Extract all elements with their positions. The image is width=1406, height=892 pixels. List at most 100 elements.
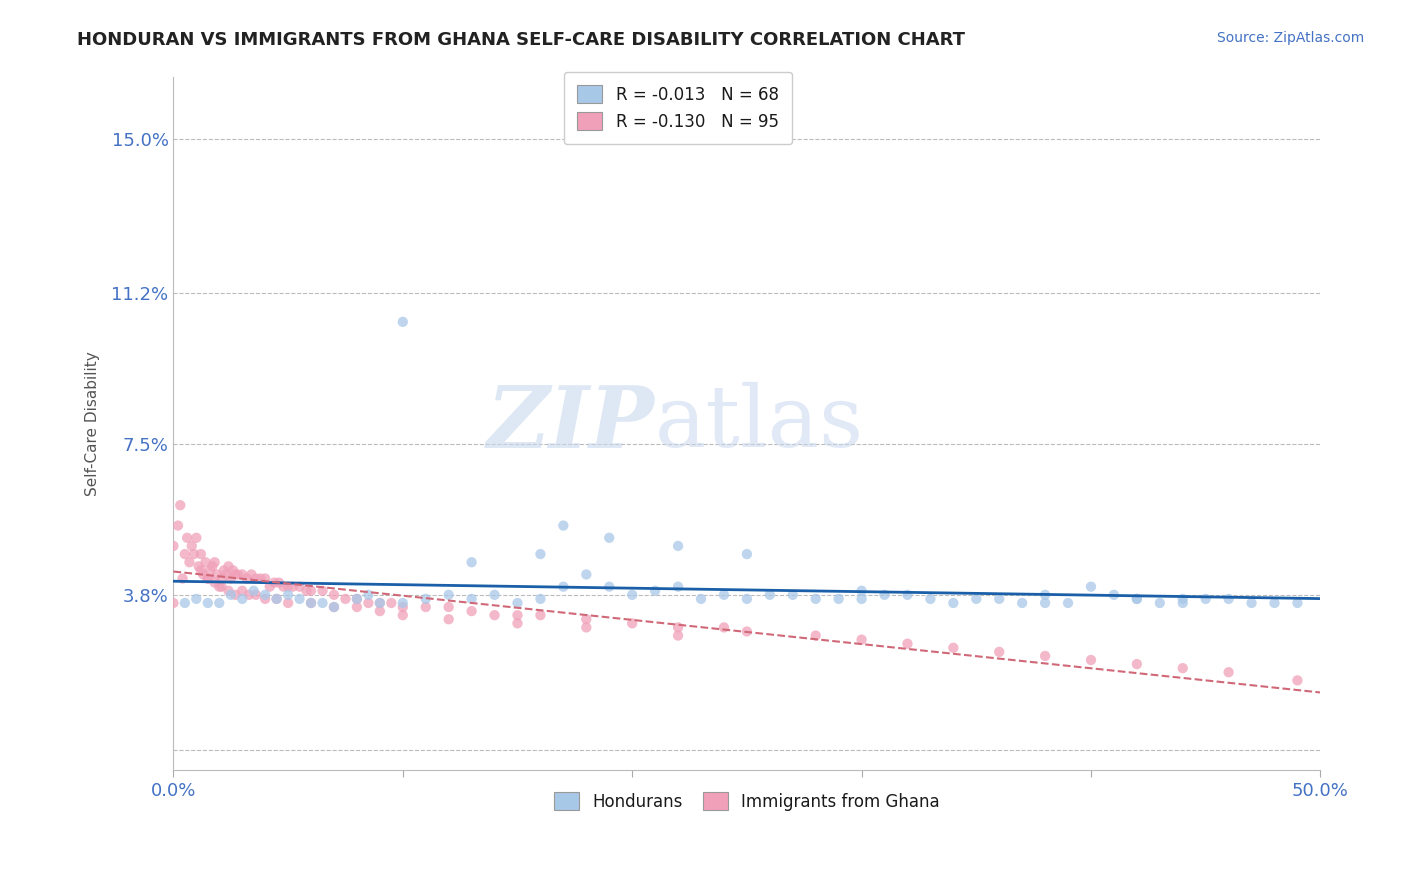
Point [437,600,460,615]
Point [208,580,231,594]
Point [205,567,228,582]
Point [851,583,873,598]
Text: atlas: atlas [655,382,865,466]
Point [575,620,598,634]
Point [827,591,849,606]
Point [295,583,318,598]
Point [804,591,827,606]
Point [644,583,666,598]
Point [529,608,551,623]
Point [346,591,368,606]
Point [735,624,758,639]
Point [598,531,620,545]
Point [460,555,482,569]
Point [988,645,1011,659]
Point [942,596,965,610]
Point [224,588,246,602]
Point [553,580,575,594]
Point [215,567,238,582]
Point [1286,596,1309,610]
Point [254,572,277,586]
Point [1126,657,1149,671]
Point [217,559,239,574]
Point [575,612,598,626]
Point [380,596,402,610]
Point [211,572,233,586]
Point [231,583,253,598]
Point [212,563,235,577]
Point [219,572,242,586]
Point [873,588,896,602]
Point [484,608,506,623]
Point [197,596,219,610]
Point [162,596,184,610]
Point [1171,596,1194,610]
Point [236,572,259,586]
Point [263,575,285,590]
Point [368,604,391,618]
Point [245,588,267,602]
Point [690,591,713,606]
Point [368,596,391,610]
Point [211,580,233,594]
Point [259,580,281,594]
Point [942,640,965,655]
Point [242,583,264,598]
Point [553,518,575,533]
Point [1218,665,1240,680]
Point [231,567,253,582]
Point [173,547,195,561]
Point [851,632,873,647]
Text: ZIP: ZIP [488,382,655,466]
Point [506,616,529,631]
Point [197,572,219,586]
Point [1195,591,1218,606]
Point [1102,588,1125,602]
Point [713,588,735,602]
Point [391,608,413,623]
Point [180,539,202,553]
Point [391,600,413,615]
Point [621,616,644,631]
Point [391,596,413,610]
Point [357,596,380,610]
Point [357,588,380,602]
Point [1240,596,1263,610]
Point [1057,596,1080,610]
Point [1171,661,1194,675]
Point [391,315,413,329]
Point [194,555,217,569]
Point [335,591,357,606]
Point [506,596,529,610]
Point [1080,580,1102,594]
Point [896,588,918,602]
Point [529,547,551,561]
Point [323,600,346,615]
Point [183,547,205,561]
Point [666,629,689,643]
Point [288,580,311,594]
Point [506,608,529,623]
Point [193,567,215,582]
Point [415,600,437,615]
Legend: Hondurans, Immigrants from Ghana: Hondurans, Immigrants from Ghana [541,779,953,824]
Point [965,591,987,606]
Point [288,591,311,606]
Point [254,591,277,606]
Y-axis label: Self-Care Disability: Self-Care Disability [86,351,100,496]
Point [249,572,271,586]
Point [162,539,184,553]
Point [621,588,644,602]
Point [1218,591,1240,606]
Point [224,567,246,582]
Point [1033,588,1056,602]
Point [1149,596,1171,610]
Point [281,580,304,594]
Point [172,572,194,586]
Point [273,580,295,594]
Point [190,547,212,561]
Point [1080,653,1102,667]
Point [1126,591,1149,606]
Point [666,539,689,553]
Point [217,583,239,598]
